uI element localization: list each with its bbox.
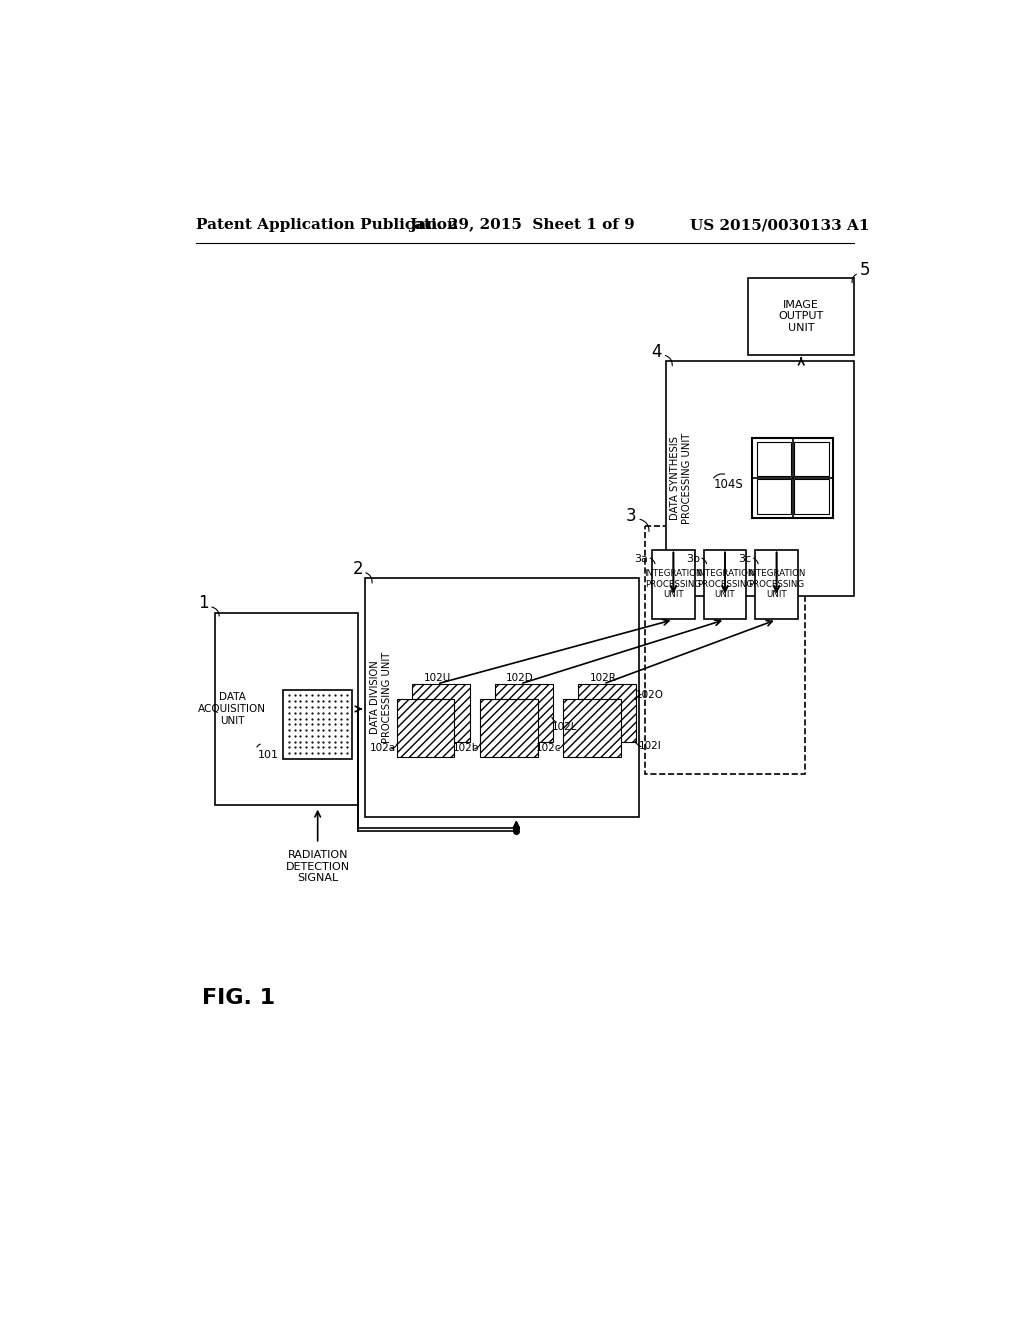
Bar [757, 479, 792, 513]
Text: 102b: 102b [453, 743, 479, 752]
Bar [753, 437, 834, 519]
Bar [480, 700, 538, 758]
Text: 102L: 102L [552, 722, 578, 731]
Text: IMAGE
OUTPUT
UNIT: IMAGE OUTPUT UNIT [778, 300, 824, 333]
Text: INTEGRATION
PROCESSING
UNIT: INTEGRATION PROCESSING UNIT [696, 569, 755, 599]
Bar [666, 360, 854, 595]
Bar [215, 612, 357, 805]
Bar [795, 442, 828, 477]
Bar [579, 684, 636, 742]
Text: INTEGRATION
PROCESSING
UNIT: INTEGRATION PROCESSING UNIT [644, 569, 702, 599]
Bar [645, 527, 805, 775]
Text: 3: 3 [626, 507, 636, 524]
Bar [749, 277, 854, 355]
Text: 1: 1 [199, 594, 209, 612]
Text: DATA SYNTHESIS
PROCESSING UNIT: DATA SYNTHESIS PROCESSING UNIT [671, 433, 692, 524]
Text: US 2015/0030133 A1: US 2015/0030133 A1 [689, 218, 869, 232]
Bar [795, 479, 828, 513]
Bar [756, 549, 798, 619]
Text: Jan. 29, 2015  Sheet 1 of 9: Jan. 29, 2015 Sheet 1 of 9 [410, 218, 635, 232]
Text: 102D: 102D [506, 673, 535, 682]
Text: 3a: 3a [635, 554, 648, 564]
Text: 5: 5 [860, 261, 870, 279]
Text: FIG. 1: FIG. 1 [202, 987, 274, 1007]
Bar [412, 684, 470, 742]
Text: RADIATION
DETECTION
SIGNAL: RADIATION DETECTION SIGNAL [286, 850, 350, 883]
Text: 2: 2 [352, 560, 364, 578]
Text: 102a: 102a [370, 743, 396, 752]
Bar [283, 689, 352, 759]
Bar [703, 549, 746, 619]
Text: 102c: 102c [537, 743, 562, 752]
Bar [396, 700, 455, 758]
Text: 102I: 102I [639, 741, 662, 751]
Text: 102R: 102R [590, 673, 616, 682]
Bar [652, 549, 694, 619]
Text: 4: 4 [651, 343, 662, 360]
Bar [757, 442, 792, 477]
Text: 101: 101 [258, 750, 279, 760]
Bar [563, 700, 621, 758]
Text: Patent Application Publication: Patent Application Publication [196, 218, 458, 232]
Text: 3c: 3c [738, 554, 752, 564]
Text: DATA
ACQUISITION
UNIT: DATA ACQUISITION UNIT [199, 693, 266, 726]
Bar [366, 578, 639, 817]
Text: 102U: 102U [423, 673, 451, 682]
Text: 102O: 102O [636, 690, 664, 701]
Text: 104S: 104S [714, 478, 743, 491]
Text: DATA DIVISION
PROCESSING UNIT: DATA DIVISION PROCESSING UNIT [370, 652, 391, 743]
Text: 3b: 3b [686, 554, 700, 564]
Bar [496, 684, 553, 742]
Text: INTEGRATION
PROCESSING
UNIT: INTEGRATION PROCESSING UNIT [748, 569, 806, 599]
